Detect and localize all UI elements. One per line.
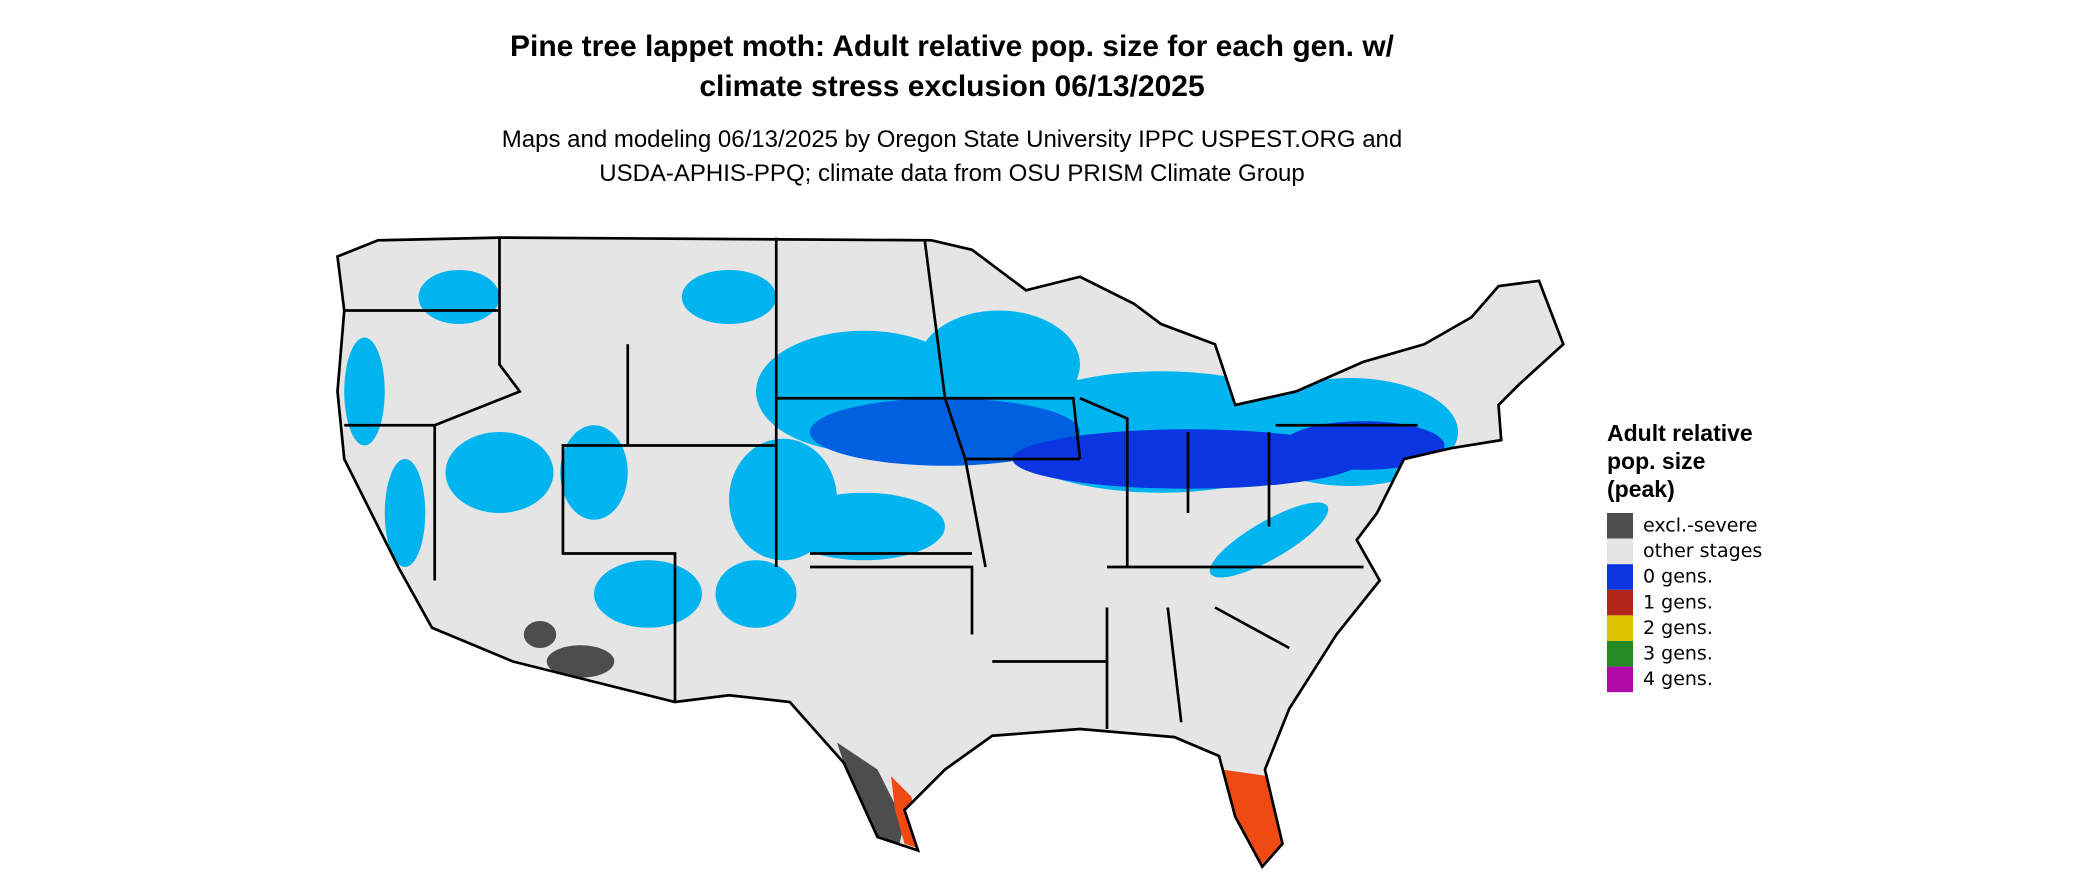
state-borders xyxy=(336,236,1565,869)
subtitle-line: USDA-APHIS-PPQ; climate data from OSU PR… xyxy=(599,160,1305,187)
model-fill xyxy=(344,270,1458,864)
title-line: climate stress exclusion 06/13/2025 xyxy=(699,70,1204,103)
legend-label: other stages xyxy=(1643,540,1762,562)
legend-label: 1 gens. xyxy=(1643,591,1713,613)
legend-label: 3 gens. xyxy=(1643,643,1713,665)
legend-title: Adult relative xyxy=(1607,420,1753,446)
legend-label: excl.-severe xyxy=(1643,515,1758,537)
legend-title: pop. size xyxy=(1607,448,1705,474)
legend-label: 0 gens. xyxy=(1643,566,1713,588)
legend-swatch xyxy=(1607,513,1633,539)
legend-label: 2 gens. xyxy=(1643,617,1713,639)
legend-title: (peak) xyxy=(1607,476,1675,502)
us-map xyxy=(336,236,1565,869)
subtitle-line: Maps and modeling 06/13/2025 by Oregon S… xyxy=(502,126,1402,153)
title-line: Pine tree lappet moth: Adult relative po… xyxy=(510,30,1395,63)
legend-swatch xyxy=(1607,641,1633,667)
legend-swatch xyxy=(1607,564,1633,590)
legend-swatch xyxy=(1607,538,1633,565)
legend-label: 4 gens. xyxy=(1643,668,1713,690)
legend-swatch xyxy=(1607,589,1633,616)
legend-swatch xyxy=(1607,615,1633,641)
legend-swatch xyxy=(1607,666,1633,693)
